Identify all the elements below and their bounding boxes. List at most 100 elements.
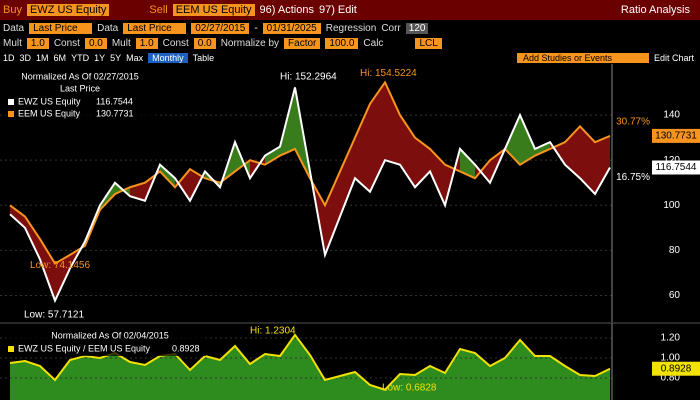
y-tick-label: 1.20 — [661, 333, 681, 344]
label: Data — [3, 22, 25, 34]
toolbar-row: Data Last Price Data Last Price 02/27/20… — [0, 20, 700, 36]
period[interactable]: YTD — [71, 52, 90, 63]
toolbar-row: Mult 1.0 Const 0.0 Mult 1.0 Const 0.0 No… — [0, 36, 700, 51]
legend-swatch — [8, 99, 14, 105]
table[interactable]: Table — [192, 52, 215, 63]
dash: - — [254, 22, 258, 34]
annotation: Low: 74.1456 — [30, 260, 90, 271]
spread-fill — [55, 254, 70, 301]
annotation: Low: 0.6828 — [382, 382, 437, 393]
legend-title: Normalized As Of 02/27/2015 — [21, 71, 139, 81]
spread-fill — [385, 82, 400, 165]
spread-fill — [430, 148, 445, 206]
change-label: 16.75% — [616, 172, 650, 183]
sell-ticker[interactable]: EEM US Equity — [172, 4, 255, 16]
y-tick-label: 60 — [669, 290, 681, 301]
spread-fill — [460, 148, 475, 179]
label: Data — [97, 22, 119, 34]
legend-box — [6, 70, 156, 130]
annotation: Low: 57.7121 — [24, 309, 84, 320]
lcl[interactable]: LCL — [415, 38, 442, 49]
spread-fill — [580, 126, 595, 194]
spread-fill — [10, 205, 25, 228]
spread-fill — [40, 239, 55, 301]
add-studies[interactable]: Add Studies or Events — [516, 52, 649, 63]
y-tick-label: 100 — [663, 200, 680, 211]
spread-fill — [595, 135, 610, 194]
calc: Calc — [363, 38, 384, 49]
period[interactable]: 1D — [3, 52, 15, 63]
spread-fill — [355, 103, 370, 192]
period[interactable]: Max — [126, 52, 144, 63]
field[interactable]: 1.0 — [26, 38, 49, 49]
legend-swatch — [8, 346, 14, 352]
spread-fill — [340, 137, 355, 217]
change-label: 30.77% — [616, 117, 650, 128]
actions[interactable]: 96) Actions — [259, 4, 314, 16]
end-date[interactable]: 01/31/2025 — [262, 22, 321, 34]
label: Mult — [3, 38, 22, 49]
spread-fill — [325, 171, 340, 255]
series-line — [9, 80, 611, 265]
legend-title: Normalized As Of 02/04/2015 — [51, 330, 169, 340]
legend-name: EEM US Equity — [18, 108, 81, 118]
annotation: Hi: 1.2304 — [250, 326, 296, 337]
buy[interactable]: Buy — [3, 4, 22, 16]
y-tick-label: 80 — [669, 245, 681, 256]
edit-chart[interactable]: Edit Chart — [653, 52, 694, 63]
annotation: Hi: 154.5224 — [360, 68, 417, 79]
period[interactable]: 1Y — [94, 52, 106, 63]
legend-swatch — [8, 111, 14, 117]
label: Const — [162, 38, 189, 49]
field[interactable]: 1.0 — [135, 38, 158, 49]
spread-fill — [520, 115, 535, 165]
last-value-box — [652, 128, 700, 143]
toolbar: Buy EWZ US Equity Sell EEM US Equity 96)… — [0, 0, 700, 20]
spread-fill — [175, 169, 190, 201]
y-tick-label: 0.80 — [661, 373, 681, 384]
y-tick-label: 140 — [663, 110, 680, 121]
y-tick-label: 120 — [663, 155, 680, 166]
period[interactable]: 3D — [19, 52, 32, 63]
ratio-area — [10, 334, 610, 400]
spread-fill — [160, 164, 175, 188]
field[interactable]: 0.0 — [193, 38, 216, 49]
last-value-box — [652, 361, 700, 376]
legend-name: EWZ US Equity / EEM US Equity — [18, 343, 151, 353]
regression[interactable]: Regression — [325, 22, 377, 34]
edit[interactable]: 97) Edit — [318, 4, 357, 16]
sell[interactable]: Sell — [149, 4, 168, 16]
toolbar-row: 1D 3D 1M 6M YTD 1Y 5Y Max Monthly Table Add Stud… — [0, 51, 700, 64]
spread-fill — [265, 146, 280, 165]
spread-fill — [370, 82, 385, 192]
corr-value[interactable]: 120 — [405, 22, 429, 34]
label: Mult — [111, 38, 131, 49]
buy-ticker[interactable]: EWZ US Equity — [26, 4, 110, 16]
field[interactable]: 0.0 — [84, 38, 107, 49]
corr[interactable]: Corr — [381, 22, 401, 34]
legend-value: 0.8928 — [172, 343, 200, 353]
frequency[interactable]: Monthly — [148, 52, 188, 63]
spread-fill — [535, 142, 550, 156]
normalize[interactable]: Normalize by — [220, 38, 280, 49]
start-date[interactable]: 02/27/2015 — [191, 22, 250, 34]
y-tick-label: 1.00 — [661, 353, 681, 364]
chart: 60 80 100 120 140 30.77% 130.7731 16.75% 116.754… — [0, 64, 700, 400]
period[interactable]: 1M — [36, 52, 49, 63]
legend-value: 116.7544 — [96, 96, 133, 106]
factor-value[interactable]: 100.0 — [325, 38, 359, 49]
last-value-label: 0.8928 — [661, 363, 692, 374]
legend-box — [6, 328, 206, 356]
spread-fill — [25, 216, 40, 260]
legend-name: EWZ US Equity — [18, 96, 81, 106]
last-value-label: 130.7731 — [655, 131, 697, 142]
last-value-label: 116.7544 — [656, 162, 697, 173]
period[interactable]: 5Y — [110, 52, 122, 63]
last-value-box — [652, 160, 700, 175]
factor[interactable]: Factor — [284, 38, 321, 49]
label: Const — [53, 38, 80, 49]
field[interactable]: Last Price — [123, 22, 187, 34]
period[interactable]: 6M — [53, 52, 67, 63]
field[interactable]: Last Price — [29, 22, 93, 34]
